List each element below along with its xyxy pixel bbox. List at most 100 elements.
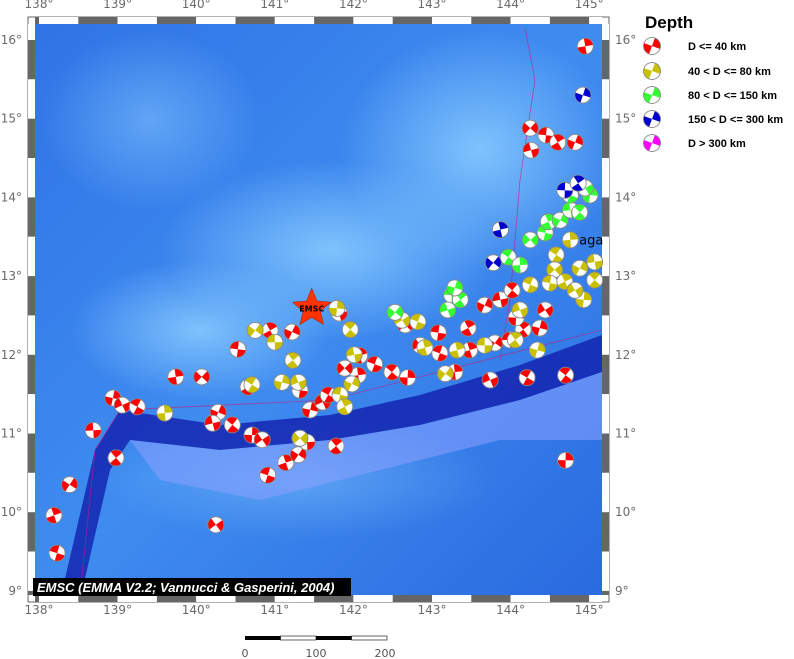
focal-mechanism-r [204,414,222,432]
credit-box: EMSC (EMMA V2.2; Vannucci & Gasperini, 2… [33,578,351,596]
scale-bar: 0 100 200 [242,635,396,659]
lat-tick-label: 11° [1,427,22,441]
focal-mechanism-y [561,231,579,249]
focal-mechanism-y [511,301,529,319]
focal-mechanism-g [439,301,457,319]
scale-label-100: 100 [306,647,327,659]
frame-segment [314,17,354,24]
focal-mechanism-y [546,261,564,279]
focal-mechanism-r [45,506,63,524]
lon-tick-label: 138° [25,0,54,11]
focal-mechanism-r [259,466,277,484]
frame-segment [274,17,315,24]
frame-segment [602,551,609,591]
frame-segment [392,595,432,602]
focal-mechanism-r [399,369,417,387]
lat-tick-label: 16° [1,33,22,47]
lat-tick-label: 15° [1,112,22,126]
frame-segment [432,17,472,24]
focal-mechanism-y [566,281,584,299]
focal-mechanism-y [448,341,466,359]
frame-segment [471,595,511,602]
lon-tick-label: 142° [339,0,368,11]
focal-mechanism-y [156,404,174,422]
focal-mechanism-y [246,322,264,339]
focal-mechanism-r [536,301,554,319]
lon-tick-label: 143° [418,603,447,617]
focal-mechanism-b [484,254,502,272]
lat-tick-label: 9° [8,584,22,598]
frame-segment [274,595,315,602]
legend-label-150-300: 150 < D <= 300 km [688,114,783,126]
focal-mechanism-g [511,256,529,274]
legend-label-deep: D > 300 km [688,138,746,150]
lat-tick-label: 16° [615,33,636,47]
frame-segment [156,595,197,602]
focal-mechanisms [45,37,604,562]
frame-segment [392,17,432,24]
frame-segment [28,24,35,40]
lat-tick-label: 12° [615,348,636,362]
bathymetry [35,24,602,595]
graticule-labels: 138° 138° 139° 139° 140° 140° 141° 141° 142° 142°… [1,0,637,617]
frame-segment [549,595,590,602]
lon-tick-label: 144° [496,603,525,617]
legend-label-shallow: D <= 40 km [688,41,746,53]
frame-segment [117,595,157,602]
frame-segment [510,17,550,24]
frame-segment [602,394,609,434]
focal-mechanism-r [61,476,79,494]
focal-mechanism-r [128,398,146,416]
focal-mechanism-r [481,371,499,389]
focal-mechanism-g [446,279,464,297]
focal-mechanism-r [383,363,401,381]
frame-segment [549,17,590,24]
epicenter-label: EMSC [299,304,324,313]
frame-segment [589,17,602,24]
frame-segment [602,158,609,198]
focal-mechanism-r [566,133,584,151]
frame-segment [589,595,602,602]
legend-title: Depth [645,13,693,32]
focal-mechanism-y [506,331,524,349]
focal-mechanism-r [193,368,211,386]
focal-mechanism-y [336,398,354,416]
focal-mechanism-r [107,449,125,467]
focal-mechanism-r [431,344,449,362]
focal-mechanism-y [476,336,494,354]
focal-mechanism-r [289,446,307,464]
frame-segment [35,595,39,602]
frame-segment [35,17,39,24]
lon-tick-label: 138° [25,603,54,617]
frame-segment [28,118,35,159]
focal-mechanism-r [283,323,301,341]
lat-tick-label: 12° [1,348,22,362]
legend-ball-icon [643,86,661,104]
frame-segment [235,17,275,24]
focal-mechanism-y [436,365,454,383]
credit-text: EMSC (EMMA V2.2; Vannucci & Gasperini, 2… [37,580,334,595]
lon-tick-label: 141° [260,0,289,11]
legend-ball-icon [643,37,661,55]
focal-mechanism-y [528,341,546,359]
lat-tick-label: 13° [1,269,22,283]
frame-segment [28,79,35,119]
legend-label-40-80: 40 < D <= 80 km [688,66,771,78]
focal-mechanism-r [48,544,66,562]
lon-tick-label: 142° [339,603,368,617]
lat-tick-label: 10° [1,505,22,519]
focal-mechanism-y [547,246,565,264]
legend-ball-icon [643,134,661,152]
star-icon [291,287,332,326]
focal-mechanism-y [284,351,302,369]
focal-mechanism-r [207,516,225,534]
lat-tick-label: 14° [1,190,22,204]
frame-segment [602,590,609,595]
frame-segment [28,315,35,355]
focal-mechanism-r [491,291,509,309]
scale-label-0: 0 [242,647,249,659]
focal-mechanism-y [341,321,359,339]
lon-tick-label: 139° [103,0,132,11]
focal-mechanism-r [366,355,384,373]
frame-segment [471,17,511,24]
